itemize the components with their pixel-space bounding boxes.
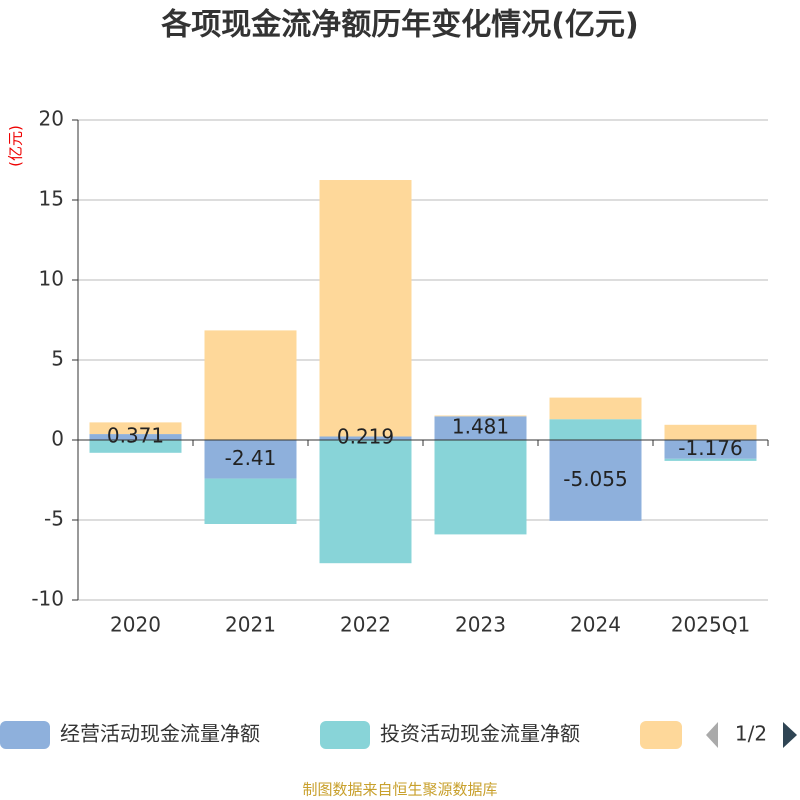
- bar: [664, 458, 757, 461]
- data-label: 0.219: [337, 425, 394, 449]
- bar: [204, 440, 297, 479]
- y-tick-label: 5: [51, 347, 64, 371]
- y-tick-label: -10: [31, 587, 64, 611]
- y-tick-label: 0: [51, 427, 64, 451]
- legend-swatch: [320, 721, 370, 749]
- bar: [549, 440, 642, 521]
- legend-label: 投资活动现金流量净额: [380, 722, 580, 746]
- bar: [89, 440, 182, 453]
- bar: [664, 424, 757, 440]
- bar: [89, 434, 182, 440]
- y-tick-label: -5: [44, 507, 64, 531]
- y-tick-label: 10: [39, 267, 64, 291]
- chart-title: 各项现金流净额历年变化情况(亿元): [160, 8, 638, 43]
- data-label: 0.371: [107, 424, 164, 448]
- bar: [319, 180, 412, 437]
- legend-label: 经营活动现金流量净额: [60, 722, 260, 746]
- bar: [89, 422, 182, 435]
- bar: [434, 440, 527, 535]
- legend-prev[interactable]: [706, 722, 718, 748]
- source-note: 制图数据来自恒生聚源数据库: [302, 781, 497, 799]
- legend-page: 1/2: [735, 722, 767, 746]
- data-label: 1.481: [452, 415, 509, 439]
- legend-swatch: [0, 721, 50, 749]
- y-tick-label: 15: [39, 187, 64, 211]
- bar: [434, 415, 527, 417]
- bar: [204, 330, 297, 440]
- bar: [434, 416, 527, 440]
- x-tick-label: 2023: [455, 613, 506, 637]
- data-label: -5.055: [563, 467, 627, 491]
- data-label: -2.41: [225, 446, 277, 470]
- x-tick-label: 2024: [570, 613, 621, 637]
- bar: [319, 436, 412, 440]
- x-tick-label: 2021: [225, 613, 276, 637]
- x-tick-label: 2025Q1: [671, 613, 750, 637]
- x-tick-label: 2020: [110, 613, 161, 637]
- y-unit: (亿元): [7, 125, 25, 167]
- y-tick-label: 20: [39, 107, 64, 131]
- bar: [319, 440, 412, 564]
- bar: [549, 419, 642, 440]
- x-tick-label: 2022: [340, 613, 391, 637]
- legend-next[interactable]: [783, 722, 797, 748]
- bar: [664, 440, 757, 459]
- legend-swatch: [640, 721, 682, 749]
- bar: [549, 397, 642, 420]
- bar: [204, 478, 297, 524]
